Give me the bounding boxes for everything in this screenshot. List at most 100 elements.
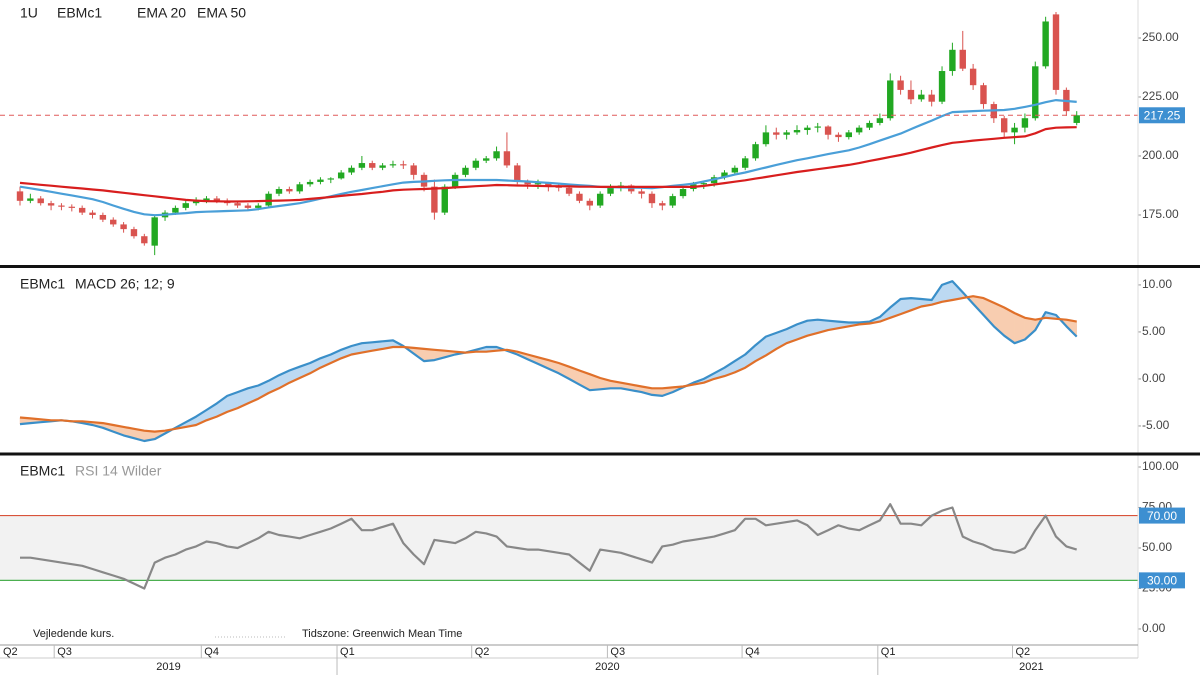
quarter-label: Q2 [1015,646,1030,658]
indicator-title: RSI 14 Wilder [75,463,162,479]
candle-body [306,181,314,185]
quarter-label: Q2 [475,646,490,658]
candle-body [192,200,200,204]
candle-body [182,203,189,208]
price-label: 70.00 [1147,509,1177,523]
candle-body [255,205,262,208]
candle-body [773,132,780,135]
candle-body [99,214,107,220]
candle-body [545,183,552,187]
candle-body [27,198,34,201]
candle-body [1073,115,1080,123]
candle-body [348,167,355,173]
candle-body [928,94,935,102]
candle-body [203,198,210,201]
candle-body [327,178,334,180]
candle-body [431,186,438,213]
candle-body [1032,66,1039,119]
candle-body [586,200,593,206]
candle-body [876,118,884,123]
quarter-label: Q2 [3,646,18,658]
price-label: 217.25 [1144,108,1181,122]
candle-body [110,219,117,225]
candle-body [949,49,956,72]
candle-body [897,80,904,90]
candle-body [213,198,221,201]
price-label-box [1139,507,1185,524]
series-line [19,280,1078,443]
symbol: EBMc1 [20,463,65,479]
candle-body [410,165,417,175]
candle-body [462,167,469,175]
candle-body [659,203,666,206]
y-tick-label: 0.00 [1142,621,1166,635]
symbol: EBMc1 [57,5,102,21]
price-label-box [1139,107,1185,124]
year-label: 2021 [1019,661,1043,673]
timezone: Tidszone: Greenwich Mean Time [302,628,462,640]
y-tick-label: 50.00 [1142,540,1172,554]
series-line [19,295,1077,433]
candle-body [141,236,148,244]
candle-body [244,205,252,208]
candle-body [845,132,852,138]
candle-body [151,217,158,246]
candle-body [969,68,977,86]
year-label: 2019 [156,661,180,673]
candle-body [1042,21,1049,67]
candle-body [762,132,770,145]
y-tick-label: 200.00 [1142,148,1179,162]
candle-body [58,205,65,207]
candle-body [1011,127,1018,133]
candle-body [918,94,925,100]
y-tick-label: 225.00 [1142,89,1179,103]
candle-body [483,158,490,161]
candle-body [68,206,75,208]
y-tick-label: 250.00 [1142,30,1179,44]
candle-body [907,89,915,100]
candle-body [89,212,96,215]
candle-body [317,179,324,182]
legend-entry: EMA 20 [137,5,186,21]
candle-body [804,127,811,131]
indicator-title: MACD 26; 12; 9 [75,276,175,292]
y-tick-label: -5.00 [1142,418,1170,432]
candle-body [731,167,739,173]
candle-body [286,189,293,192]
candle-body [172,207,179,213]
candle-body [783,132,790,135]
candle-body [78,207,86,213]
legend-entry: EMA 50 [197,5,246,21]
quarter-label: Q3 [57,646,72,658]
candle-body [337,172,345,179]
candle-body [493,151,500,159]
quarter-label: Q1 [881,646,896,658]
candle-body [752,144,759,159]
plot-layers: 175.00 200.00 225.00 250.00 217.25 -5.00 0.00 5… [0,0,1185,658]
candle-body [1001,118,1008,133]
candle-body [648,193,656,204]
candle-body [47,203,55,206]
candle-body [793,130,801,133]
candle-body [296,184,303,192]
candle-body [855,127,863,133]
y-tick-label: 175.00 [1142,207,1179,221]
series-line [20,503,1078,590]
level-band [0,515,1138,581]
candle-body [866,122,873,128]
candle-body [938,71,946,102]
candle-body [980,85,987,105]
candle-body [389,164,397,166]
candle-body [607,186,614,194]
series-line [19,126,1077,203]
candle-body [120,224,127,230]
candle-body [814,126,821,128]
price-label-box [1139,572,1185,589]
candle-body [514,165,521,182]
candle-body [721,172,728,178]
candle-body [638,191,645,194]
y-tick-label: 0.00 [1142,371,1166,385]
candle-body [1021,118,1029,128]
y-tick-label: 5.00 [1142,324,1166,338]
